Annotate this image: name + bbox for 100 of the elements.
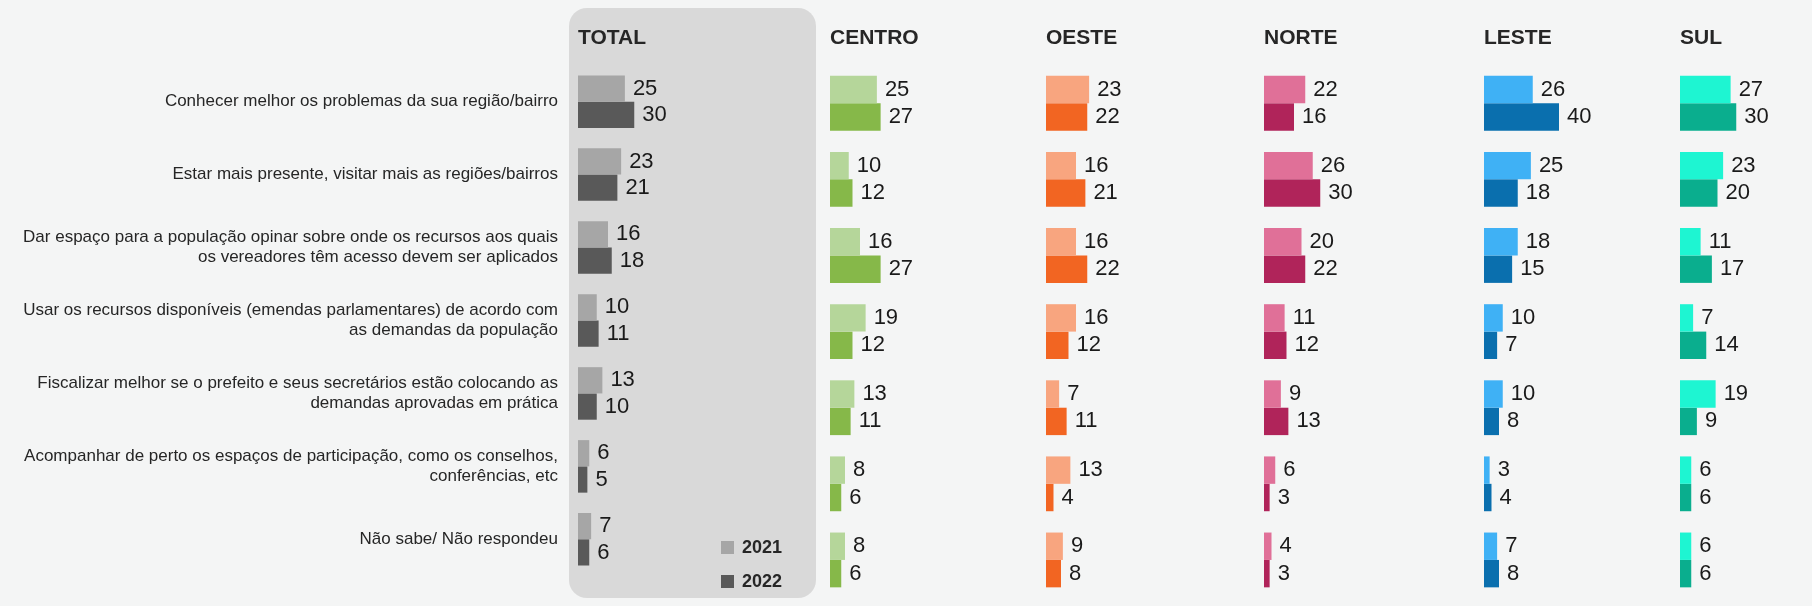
data-label: 25 xyxy=(1538,151,1564,177)
data-label: 7 xyxy=(1067,380,1080,406)
bar xyxy=(1484,456,1490,484)
bar xyxy=(1484,559,1499,588)
data-label: 14 xyxy=(1714,331,1739,357)
bar xyxy=(1046,380,1060,408)
data-label: 8 xyxy=(1507,407,1520,433)
data-label: 8 xyxy=(853,532,866,558)
bar xyxy=(1484,75,1533,104)
bar xyxy=(1046,151,1076,180)
bar xyxy=(830,456,845,484)
bar xyxy=(578,294,597,321)
data-label: 22 xyxy=(1095,103,1120,129)
data-label: 12 xyxy=(1076,331,1101,357)
data-label: 23 xyxy=(629,147,654,173)
bar xyxy=(1264,407,1289,436)
bar xyxy=(578,539,590,566)
bar xyxy=(1264,228,1302,256)
bar xyxy=(1264,380,1281,408)
data-label: 16 xyxy=(1302,103,1327,129)
bar xyxy=(1680,304,1694,332)
bar xyxy=(1046,103,1088,131)
data-label: 11 xyxy=(1708,227,1732,253)
bar xyxy=(1264,151,1313,180)
bar xyxy=(578,101,635,128)
bar xyxy=(1046,179,1086,207)
bar xyxy=(1680,75,1731,104)
bar xyxy=(830,179,853,207)
bar xyxy=(1680,456,1692,484)
data-label: 6 xyxy=(1699,483,1712,509)
data-label: 7 xyxy=(1505,532,1518,558)
bar xyxy=(1264,103,1294,131)
y-tick-label: Dar espaço para a população opinar sobre onde os recursos aos quais os vereadores têm acesso devem ser aplicados xyxy=(23,227,558,267)
bar xyxy=(1046,331,1069,359)
y-tick-label: Usar os recursos disponíveis (emendas parlamentares) de acordo com as demandas da população xyxy=(23,299,558,340)
bar xyxy=(578,367,603,394)
bar xyxy=(1264,532,1272,560)
bar xyxy=(1046,75,1090,104)
chart-title: SUL xyxy=(1680,25,1723,49)
data-label: 7 xyxy=(1505,331,1518,357)
bar xyxy=(578,247,612,274)
data-label: 27 xyxy=(1738,75,1764,101)
y-tick-label: Estar mais presente, visitar mais as regiões/bairros xyxy=(172,164,558,184)
bar xyxy=(1046,407,1067,436)
bar xyxy=(1484,179,1518,207)
bar xyxy=(1046,456,1071,484)
bar xyxy=(1484,228,1518,256)
chart-title: OESTE xyxy=(1046,25,1118,49)
chart-title: LESTE xyxy=(1484,25,1552,49)
bar xyxy=(1680,559,1692,588)
data-label: 8 xyxy=(1507,559,1520,585)
data-label: 16 xyxy=(616,220,641,246)
bar xyxy=(578,393,597,420)
data-label: 4 xyxy=(1279,532,1292,558)
bar xyxy=(1046,559,1061,588)
data-label: 18 xyxy=(1525,227,1551,253)
bar xyxy=(1484,483,1492,512)
y-tick-label: Fiscalizar melhor se o prefeito e seus secretários estão colocando as demandas aprovadas em prática xyxy=(37,372,559,413)
data-label: 40 xyxy=(1567,103,1592,129)
data-label: 22 xyxy=(1095,255,1120,281)
data-label: 30 xyxy=(1744,103,1769,129)
bar xyxy=(1264,483,1270,512)
bar xyxy=(1680,407,1697,436)
data-label: 10 xyxy=(604,293,630,319)
data-label: 7 xyxy=(599,512,612,538)
data-label: 25 xyxy=(632,74,658,100)
data-label: 18 xyxy=(619,246,645,272)
data-label: 8 xyxy=(1069,559,1082,585)
data-label: 12 xyxy=(1294,331,1319,357)
data-label: 23 xyxy=(1731,151,1756,177)
bar xyxy=(1484,304,1503,332)
data-label: 6 xyxy=(597,439,610,465)
bar xyxy=(1484,380,1503,408)
bar xyxy=(1680,179,1718,207)
data-label: 30 xyxy=(642,100,667,126)
data-label: 11 xyxy=(858,407,882,433)
data-label: 26 xyxy=(1320,151,1346,177)
data-label: 12 xyxy=(860,331,885,357)
bar xyxy=(1484,331,1498,359)
bar xyxy=(830,483,842,512)
y-tick-label: Não sabe/ Não respondeu xyxy=(359,529,558,549)
data-label: 3 xyxy=(1277,559,1290,585)
bar xyxy=(578,148,622,175)
data-label: 19 xyxy=(873,303,899,329)
bar xyxy=(1680,228,1701,256)
bar xyxy=(1046,304,1076,332)
data-label: 11 xyxy=(1292,303,1316,329)
bar xyxy=(830,103,881,131)
data-label: 27 xyxy=(888,255,914,281)
data-label: 13 xyxy=(1296,407,1321,433)
legend-label: 2022 xyxy=(741,570,782,592)
data-label: 21 xyxy=(1093,179,1118,205)
data-label: 13 xyxy=(610,366,635,392)
data-label: 10 xyxy=(1510,380,1536,406)
chart-title: TOTAL xyxy=(578,25,647,49)
data-label: 6 xyxy=(849,559,862,585)
data-label: 10 xyxy=(856,151,882,177)
bar xyxy=(1046,532,1063,560)
bar xyxy=(578,75,625,102)
bar xyxy=(1680,483,1692,512)
